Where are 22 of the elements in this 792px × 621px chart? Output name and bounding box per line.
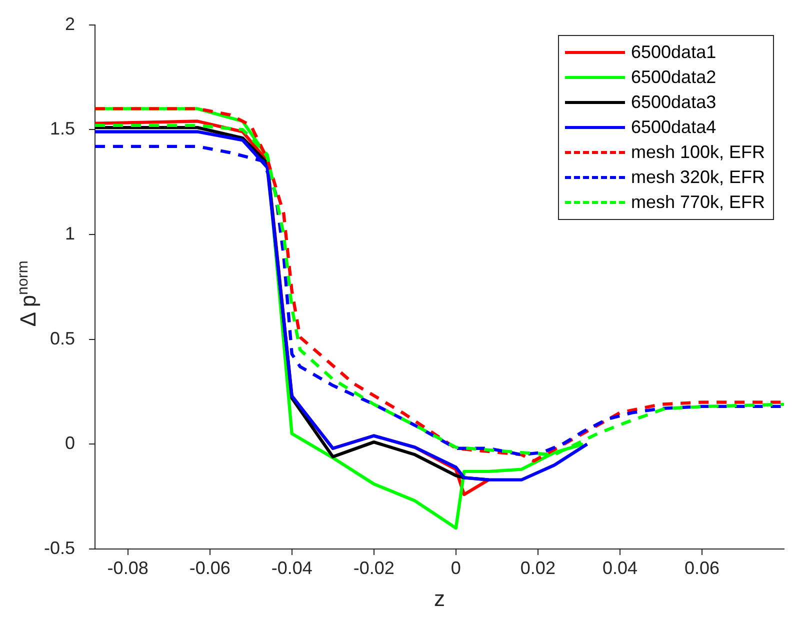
legend-label: 6500data4 <box>631 116 716 139</box>
y-tick-label: -0.5 <box>44 538 76 558</box>
legend-label: 6500data3 <box>631 90 716 114</box>
legend-label: mesh 100k, EFR <box>631 140 766 164</box>
legend-label: mesh 320k, EFR <box>631 166 766 189</box>
x-tick-label: -0.06 <box>189 558 230 578</box>
y-tick-label: 1.5 <box>50 118 76 139</box>
legend-label: 6500data1 <box>631 40 716 64</box>
x-tick-label: -0.08 <box>107 558 148 578</box>
x-axis-title: z <box>434 586 446 611</box>
legend-label: 6500data2 <box>631 66 716 89</box>
legend-label: mesh 770k, EFR <box>631 190 766 214</box>
x-tick-label: 0.04 <box>602 558 638 578</box>
x-tick-label: 0.02 <box>520 558 556 578</box>
x-tick-label: -0.04 <box>271 558 312 578</box>
y-tick-label: 2 <box>65 14 76 34</box>
y-tick-label: 1 <box>65 223 76 244</box>
x-tick-label: -0.02 <box>353 558 394 578</box>
x-tick-label: 0 <box>450 558 461 578</box>
y-tick-label: 0.5 <box>50 328 76 348</box>
y-tick-label: 0 <box>65 433 76 454</box>
x-tick-label: 0.06 <box>684 558 720 578</box>
